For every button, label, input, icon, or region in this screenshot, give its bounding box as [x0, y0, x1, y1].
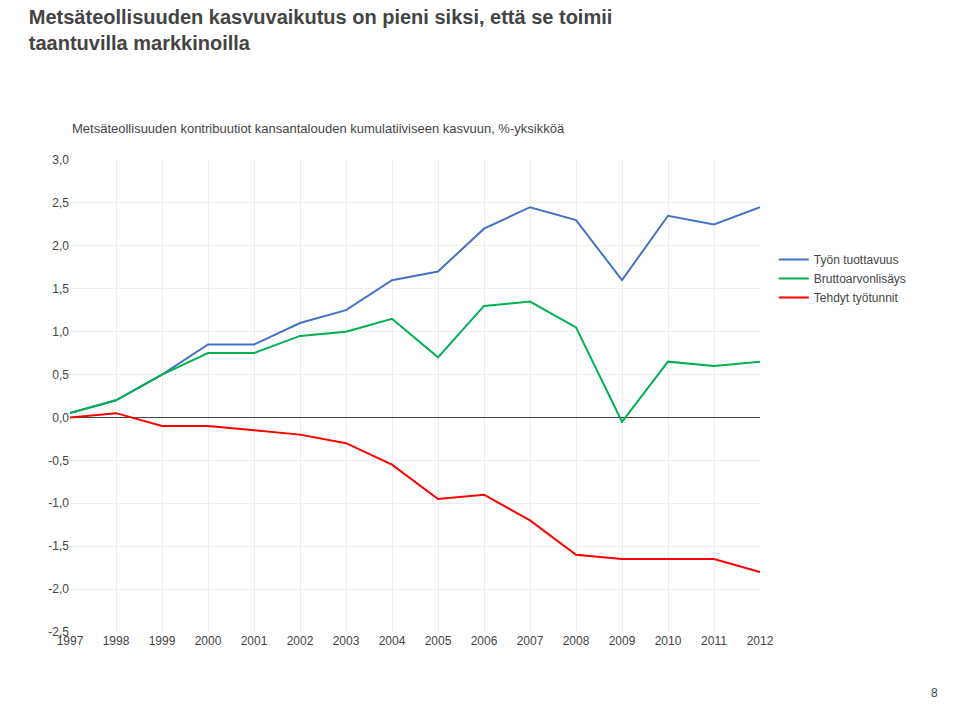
svg-text:1,0: 1,0 — [52, 325, 69, 339]
svg-text:Työn tuottavuus: Työn tuottavuus — [814, 253, 899, 267]
svg-text:-2,0: -2,0 — [48, 582, 69, 596]
svg-text:2005: 2005 — [425, 634, 452, 648]
svg-text:-1,0: -1,0 — [48, 496, 69, 510]
svg-text:2004: 2004 — [379, 634, 406, 648]
svg-text:0,5: 0,5 — [52, 368, 69, 382]
svg-text:2001: 2001 — [241, 634, 268, 648]
svg-text:2003: 2003 — [333, 634, 360, 648]
svg-text:2008: 2008 — [563, 634, 590, 648]
svg-text:8: 8 — [931, 686, 938, 700]
svg-text:1999: 1999 — [149, 634, 176, 648]
svg-text:2012: 2012 — [747, 634, 774, 648]
svg-text:Tehdyt työtunnit: Tehdyt työtunnit — [814, 291, 899, 305]
svg-text:2002: 2002 — [287, 634, 314, 648]
svg-text:2,0: 2,0 — [52, 239, 69, 253]
svg-text:-1,5: -1,5 — [48, 539, 69, 553]
svg-text:2007: 2007 — [517, 634, 544, 648]
svg-text:2006: 2006 — [471, 634, 498, 648]
svg-text:Bruttoarvonlisäys: Bruttoarvonlisäys — [814, 272, 906, 286]
svg-text:2000: 2000 — [195, 634, 222, 648]
svg-text:2011: 2011 — [701, 634, 727, 648]
svg-text:-0,5: -0,5 — [48, 454, 69, 468]
svg-text:1,5: 1,5 — [52, 282, 69, 296]
svg-text:-2,5: -2,5 — [48, 625, 69, 639]
svg-text:2010: 2010 — [655, 634, 682, 648]
svg-text:1997: 1997 — [57, 634, 84, 648]
svg-text:Metsäteollisuuden kontribuutio: Metsäteollisuuden kontribuutiot kansanta… — [72, 121, 565, 136]
svg-text:1998: 1998 — [103, 634, 130, 648]
svg-text:2,5: 2,5 — [52, 196, 69, 210]
svg-text:2009: 2009 — [609, 634, 636, 648]
svg-text:0,0: 0,0 — [52, 411, 69, 425]
svg-text:3,0: 3,0 — [52, 153, 69, 167]
svg-text:Metsäteollisuuden kasvuvaikutu: Metsäteollisuuden kasvuvaikutus on pieni… — [29, 6, 613, 54]
